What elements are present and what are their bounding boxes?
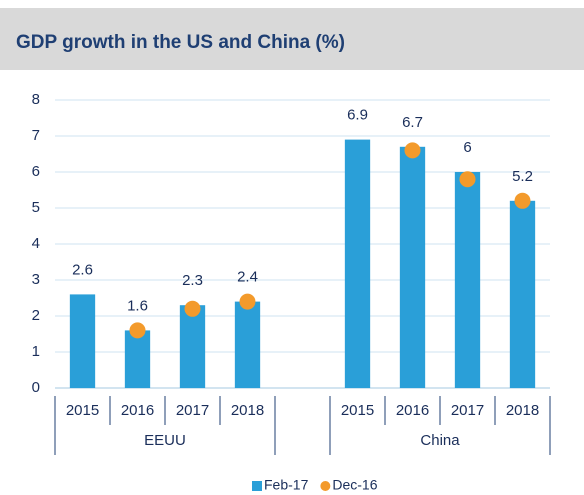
dot: [459, 171, 476, 188]
x-tick-label: 2018: [231, 402, 264, 419]
data-label: 2.6: [72, 261, 93, 278]
bar: [454, 172, 481, 388]
x-tick-label: 2018: [506, 402, 539, 419]
bar: [399, 146, 426, 388]
data-label: 6.7: [402, 114, 423, 131]
data-label: 5.2: [512, 168, 533, 185]
bar: [509, 200, 536, 388]
y-tick-label: 4: [32, 235, 40, 252]
data-label: 1.6: [127, 297, 148, 314]
x-tick-label: 2015: [66, 402, 99, 419]
dot: [184, 300, 201, 317]
legend-swatch: [320, 481, 331, 491]
header-band: [0, 8, 584, 70]
y-tick-label: 6: [32, 163, 40, 180]
dot: [129, 322, 146, 339]
x-tick-label: 2017: [176, 402, 209, 419]
y-tick-label: 0: [32, 379, 40, 396]
x-tick-label: 2016: [121, 402, 154, 419]
data-label: 6.9: [347, 107, 368, 124]
group-label: China: [420, 432, 460, 449]
bar: [344, 139, 371, 388]
dot: [239, 293, 256, 310]
chart-title: GDP growth in the US and China (%): [16, 32, 345, 53]
x-tick-label: 2016: [396, 402, 429, 419]
data-label: 6: [463, 139, 471, 156]
data-label: 2.3: [182, 272, 203, 289]
legend-label: Dec-16: [332, 477, 377, 493]
legend-label: Feb-17: [264, 477, 309, 493]
bar: [69, 294, 96, 388]
data-label: 2.4: [237, 269, 258, 286]
y-tick-label: 2: [32, 307, 40, 324]
dot: [404, 142, 421, 159]
bar: [179, 305, 206, 388]
y-tick-label: 1: [32, 343, 40, 360]
legend-swatch: [252, 481, 262, 491]
y-tick-label: 5: [32, 199, 40, 216]
bar: [234, 301, 261, 388]
x-tick-label: 2015: [341, 402, 374, 419]
dot: [514, 192, 531, 209]
x-tick-label: 2017: [451, 402, 484, 419]
y-tick-label: 8: [32, 91, 40, 108]
group-label: EEUU: [144, 432, 186, 449]
y-tick-label: 7: [32, 127, 40, 144]
y-tick-label: 3: [32, 271, 40, 288]
bar: [124, 330, 151, 388]
